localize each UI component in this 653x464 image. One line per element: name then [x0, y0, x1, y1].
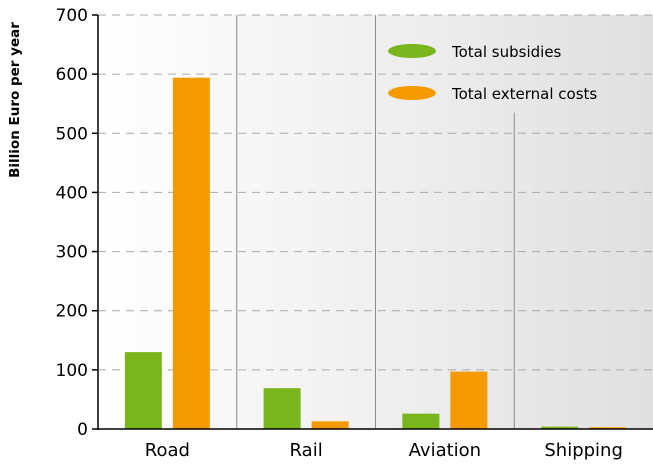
bar — [589, 427, 627, 429]
y-ticks: 0 100 200 300 400 500 600 700 — [56, 6, 98, 440]
y-axis-label: Billion Euro per year — [7, 22, 23, 178]
x-tick-label: Shipping — [544, 440, 623, 461]
y-tick-label: 200 — [56, 302, 88, 322]
x-tick-label: Rail — [290, 440, 323, 461]
axes — [97, 15, 653, 430]
y-tick-label: 700 — [56, 6, 88, 26]
bar — [402, 413, 440, 429]
bar — [311, 421, 349, 429]
legend-label: Total subsidies — [451, 43, 562, 61]
legend-swatch — [388, 86, 436, 100]
x-tick-label: Road — [145, 440, 190, 461]
x-tick-labels: Road Rail Aviation Shipping — [145, 440, 623, 461]
x-tick-label: Aviation — [409, 440, 481, 461]
bars — [124, 77, 627, 429]
y-tick-label: 400 — [56, 183, 88, 203]
y-tick-label: 300 — [56, 243, 88, 263]
bar — [541, 426, 579, 429]
y-tick-label: 500 — [56, 124, 88, 144]
bar — [124, 352, 162, 429]
gridlines — [98, 14, 653, 371]
y-tick-label: 0 — [77, 420, 88, 440]
bar — [450, 371, 488, 429]
legend-label: Total external costs — [451, 85, 597, 103]
category-separators — [236, 15, 515, 429]
bar — [172, 77, 210, 429]
legend-swatch — [388, 44, 436, 58]
y-tick-label: 600 — [56, 65, 88, 85]
y-tick-label: 100 — [56, 361, 88, 381]
bar — [263, 388, 301, 429]
legend: Total subsidies Total external costs — [388, 43, 597, 103]
